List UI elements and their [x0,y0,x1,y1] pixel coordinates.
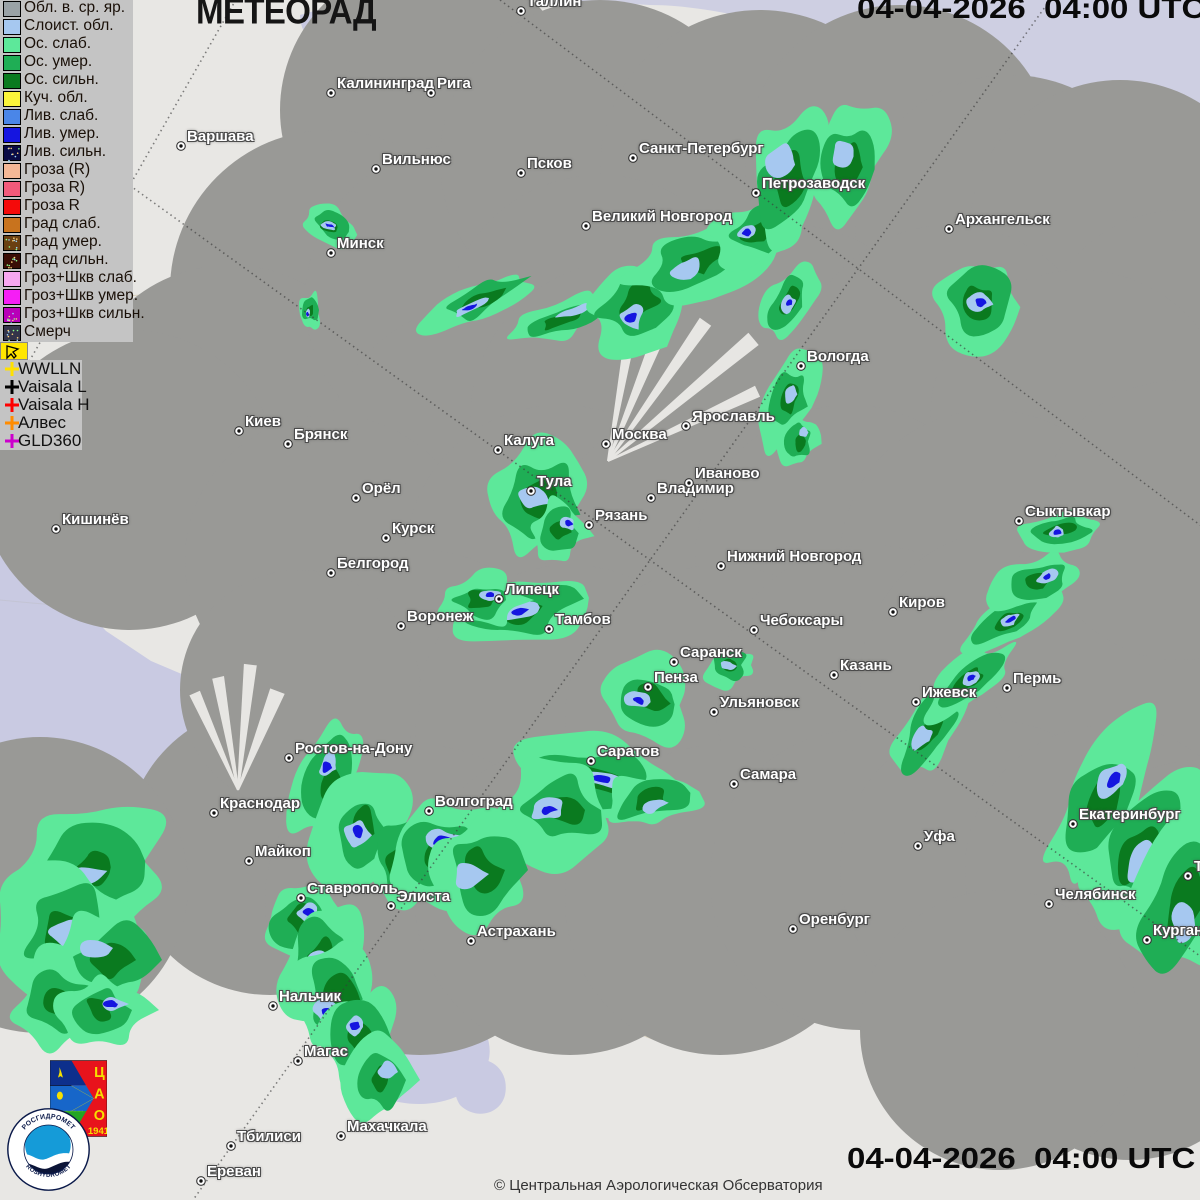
svg-text:А: А [94,1087,105,1103]
svg-text:Ц: Ц [94,1065,105,1081]
svg-text:О: О [94,1108,105,1124]
svg-text:1941: 1941 [88,1126,107,1137]
